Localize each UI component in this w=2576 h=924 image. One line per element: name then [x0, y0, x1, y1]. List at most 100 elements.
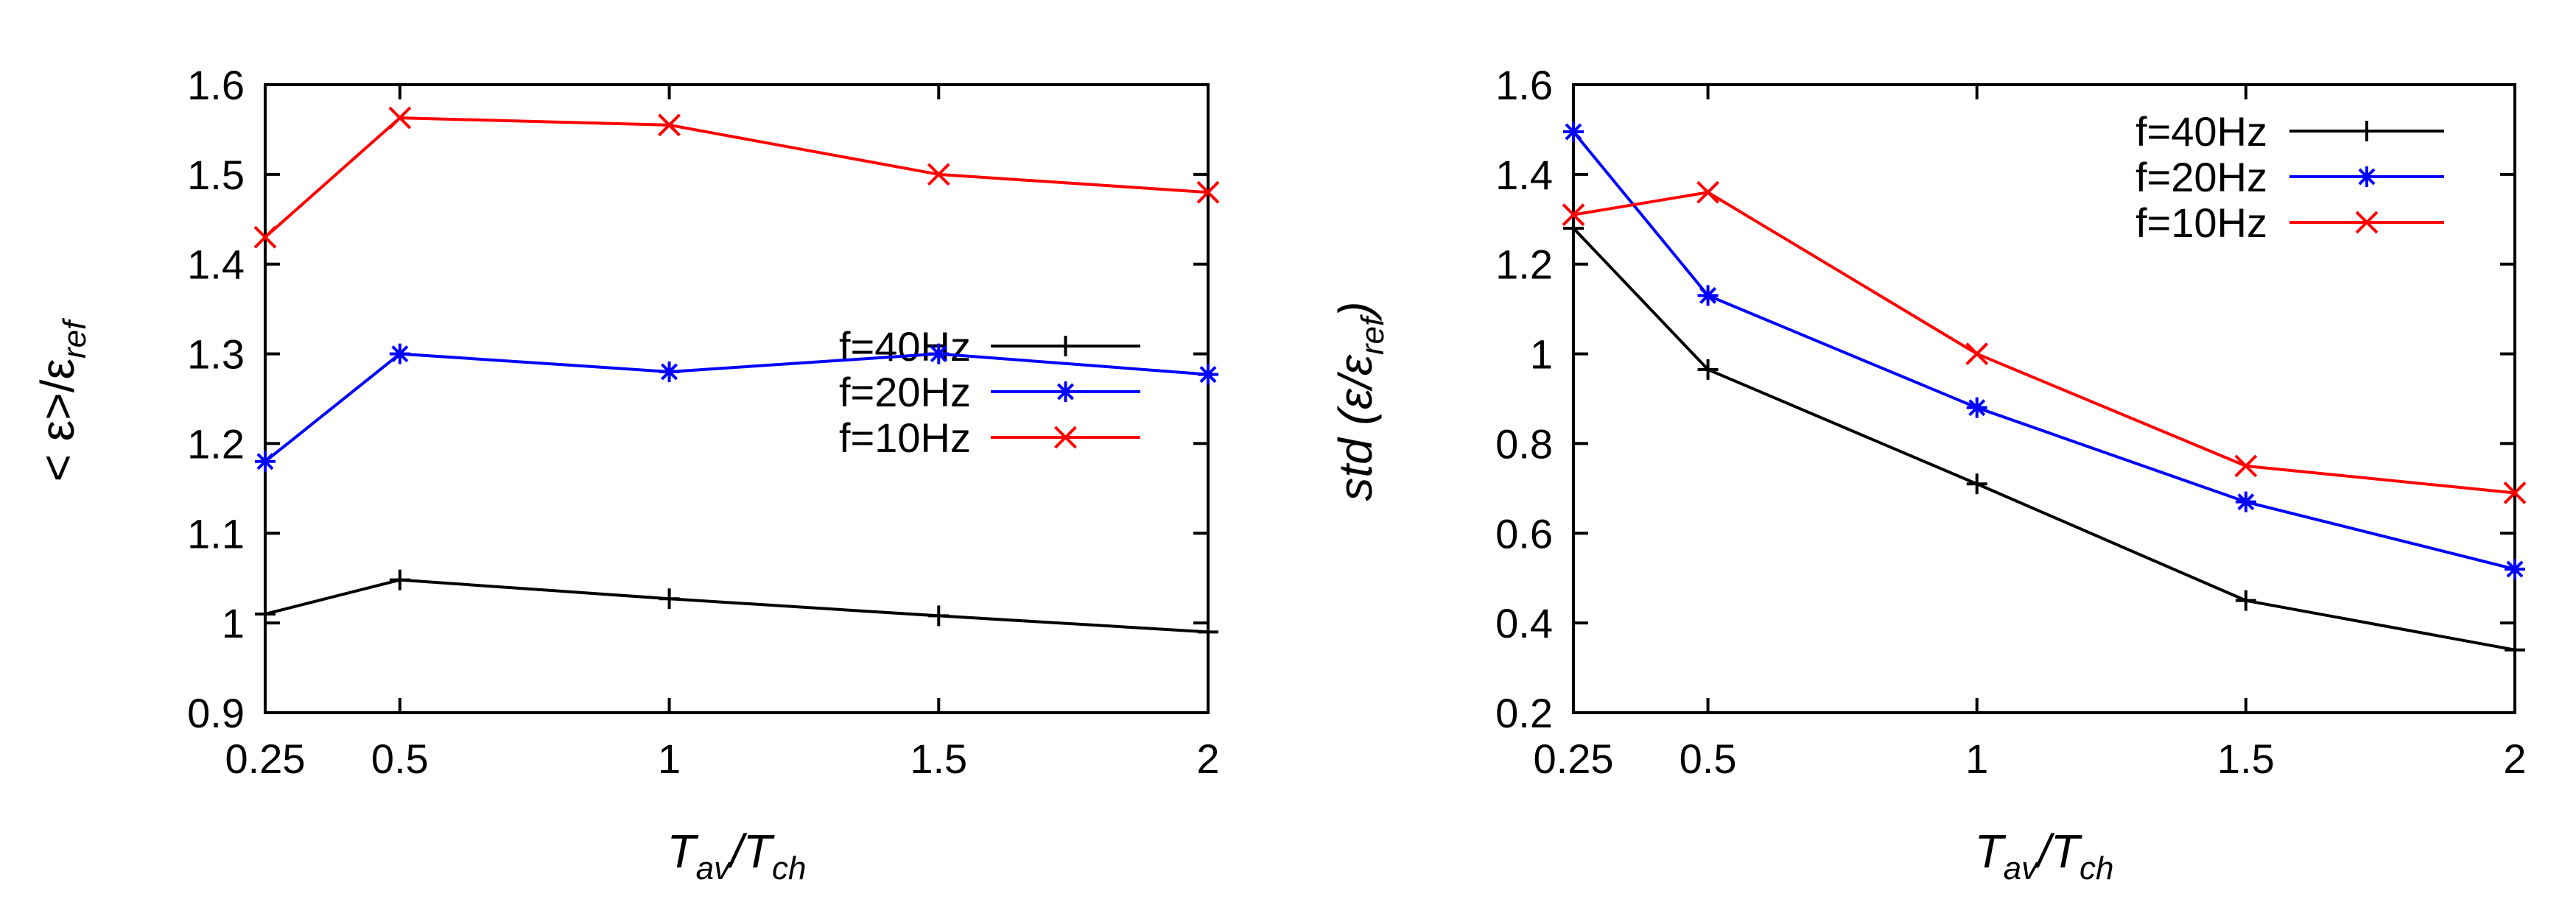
- data-point: [1697, 285, 1719, 306]
- legend-label: f=10Hz: [839, 415, 971, 461]
- x-tick-label: 1: [658, 736, 681, 782]
- y-axis-label-part: < ε>/ε: [31, 359, 84, 482]
- legend-marker: [2356, 121, 2377, 141]
- y-tick-label: 1.6: [1495, 62, 1553, 108]
- y-tick-label: 1: [1530, 331, 1553, 378]
- y-axis-label-part: ref: [57, 317, 93, 359]
- data-point: [1563, 121, 1584, 142]
- y-tick-label: 1.2: [187, 420, 245, 467]
- data-point: [1198, 364, 1218, 385]
- series-line: [264, 578, 1209, 634]
- data-point: [1696, 180, 1719, 204]
- legend-label: f=10Hz: [2135, 200, 2267, 246]
- legend-marker: [1054, 426, 1077, 449]
- x-tick-label: 0.5: [1680, 736, 1737, 782]
- data-point: [389, 569, 410, 590]
- x-axis-label-part: T: [667, 825, 699, 878]
- legend-marker: [2355, 211, 2379, 234]
- data-point: [927, 163, 950, 186]
- y-tick-label: 1.3: [187, 331, 245, 378]
- data-point: [1697, 359, 1719, 380]
- series-f10hz: [1562, 180, 2527, 504]
- x-axis-label: Tav/Tch: [667, 825, 807, 886]
- data-point: [2505, 639, 2525, 660]
- data-point: [1966, 473, 1987, 495]
- data-point: [1966, 397, 1987, 418]
- series-f10hz: [253, 106, 1220, 249]
- plot-frame: [1572, 83, 2516, 714]
- x-tick-label: 2: [2503, 736, 2526, 782]
- x-axis-label-part: av: [696, 850, 732, 886]
- plot-frame: [264, 83, 1210, 714]
- x-axis-label-part: /T: [727, 825, 775, 878]
- data-point: [389, 343, 410, 364]
- series-line: [1573, 191, 2516, 495]
- data-point: [659, 588, 680, 610]
- x-tick-label: 0.25: [1534, 736, 1614, 782]
- series-f20hz: [255, 343, 1218, 472]
- y-tick-label: 0.8: [1495, 420, 1553, 467]
- data-point: [659, 361, 680, 382]
- x-tick-label: 0.25: [225, 736, 306, 782]
- x-axis-label-part: T: [1975, 825, 2007, 878]
- y-axis-label: std (ε/εref): [1329, 301, 1391, 501]
- y-tick-label: 1: [222, 600, 245, 646]
- data-point: [2503, 482, 2527, 504]
- series-f40hz: [1563, 217, 2525, 660]
- y-tick-label: 0.6: [1495, 510, 1553, 557]
- x-tick-label: 1: [1965, 736, 1988, 782]
- legend-marker: [2356, 166, 2377, 187]
- y-tick-label: 1.2: [1495, 241, 1553, 288]
- y-tick-label: 1.4: [187, 241, 245, 288]
- data-point: [2505, 559, 2525, 580]
- legend-marker: [1055, 381, 1076, 402]
- legend-label: f=40Hz: [839, 323, 971, 370]
- data-point: [928, 605, 950, 627]
- y-tick-label: 1.4: [1495, 152, 1553, 198]
- series-f40hz: [255, 569, 1218, 643]
- chart-left-mean-epsilon: 0.9 1 1.1 1.2 1.3 1.4 1.5 1.6 0.25 0.5 1 1.5 2 Tav/Tc…: [31, 62, 1220, 886]
- x-tick-label: 0.5: [371, 736, 429, 782]
- x-tick-label: 2: [1196, 736, 1219, 782]
- data-point: [1562, 203, 1585, 227]
- x-axis-label: Tav/Tch: [1975, 825, 2114, 886]
- y-tick-label: 1.1: [187, 510, 245, 557]
- x-axis-label-part: ch: [2080, 850, 2113, 886]
- data-point: [2235, 590, 2256, 611]
- data-point: [253, 225, 277, 249]
- legend-label: f=20Hz: [2135, 154, 2267, 200]
- data-point: [658, 113, 681, 137]
- data-point: [1196, 180, 1220, 204]
- y-tick-label: 1.5: [187, 152, 245, 198]
- y-axis-label: < ε>/εref: [31, 317, 93, 482]
- legend-label: f=40Hz: [2135, 108, 2267, 155]
- x-axis-label-part: av: [2004, 850, 2040, 886]
- legend-marker: [1055, 336, 1076, 356]
- data-point: [255, 603, 276, 624]
- y-tick-label: 0.2: [1495, 690, 1553, 736]
- x-axis-label-part: ch: [772, 850, 806, 886]
- data-point: [1198, 621, 1218, 643]
- x-tick-label: 1.5: [910, 736, 967, 782]
- data-point: [2234, 454, 2258, 478]
- data-point: [388, 106, 412, 130]
- data-point: [255, 451, 276, 472]
- y-axis-label-part: ref: [1355, 314, 1391, 355]
- y-tick-label: 0.4: [1495, 600, 1553, 646]
- data-point: [1563, 217, 1584, 239]
- data-point: [2235, 491, 2256, 512]
- series-line: [1572, 227, 2516, 652]
- y-tick-label: 0.9: [187, 690, 245, 736]
- x-axis-label-part: /T: [2035, 825, 2082, 878]
- chart-right-std-epsilon: 0.2 0.4 0.6 0.8 1 1.2 1.4 1.6 0.25 0.5 1 1.5 2 Tav/Tc…: [1329, 62, 2527, 886]
- series-line: [264, 116, 1209, 239]
- series-f20hz: [1563, 121, 2525, 580]
- data-point: [1965, 342, 1989, 365]
- legend-label: f=20Hz: [839, 369, 971, 415]
- series-line: [264, 352, 1209, 463]
- data-point: [928, 343, 950, 364]
- y-axis-label-part: std (ε/ε: [1329, 354, 1382, 501]
- y-tick-label: 1.6: [187, 62, 245, 108]
- x-tick-label: 1.5: [2217, 736, 2275, 782]
